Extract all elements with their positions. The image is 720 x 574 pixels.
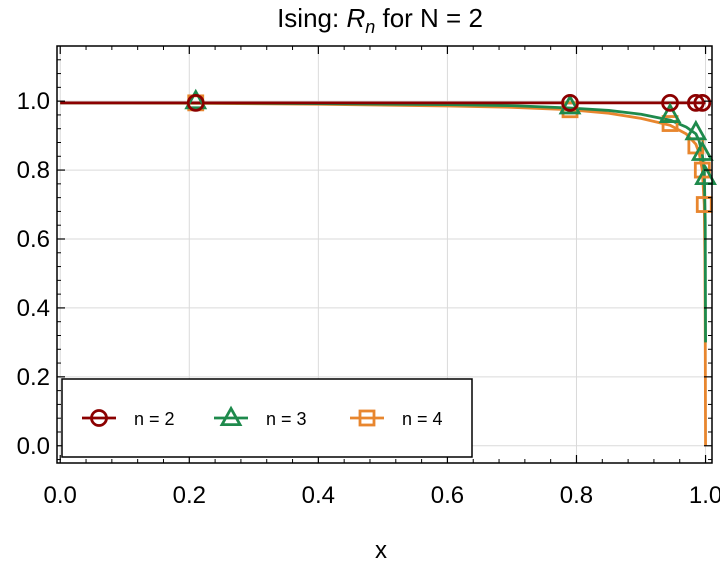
data-point-circle bbox=[561, 93, 579, 112]
data-point-triangle bbox=[684, 119, 708, 141]
data-point-triangle bbox=[658, 102, 682, 123]
y-tick-label: 0.8 bbox=[17, 157, 50, 184]
series-layer bbox=[60, 88, 717, 446]
legend-marker-square bbox=[358, 409, 376, 427]
chart-title-subscript: n bbox=[365, 17, 375, 37]
data-point-circle bbox=[186, 93, 205, 112]
x-tick-label: 0.4 bbox=[302, 482, 335, 509]
data-point-triangle bbox=[184, 88, 208, 110]
series-line-triangle bbox=[60, 101, 707, 343]
chart-title: Ising: Rn for N = 2 bbox=[277, 3, 483, 37]
y-tick-label: 0.6 bbox=[17, 226, 50, 253]
ticks: 0.0 0.2 0.4 0.6 0.8 1.0 0.0 0.2 0.4 0.6 0.8 1.0 bbox=[17, 46, 720, 509]
y-tick-label: 0.2 bbox=[17, 364, 50, 391]
chart-title-suffix: for N = 2 bbox=[375, 3, 483, 33]
data-point-circle bbox=[686, 93, 705, 112]
plot-frame bbox=[56, 45, 713, 464]
x-tick-label: 1.0 bbox=[689, 482, 720, 509]
legend-marker-circle bbox=[90, 409, 108, 427]
chart-title-prefix: Ising: bbox=[277, 3, 346, 33]
legend-box bbox=[61, 378, 473, 458]
legend-label: n = 3 bbox=[266, 409, 307, 429]
y-tick-label: 0.4 bbox=[17, 295, 50, 322]
y-tick-label: 1.0 bbox=[17, 88, 50, 115]
x-axis-label: x bbox=[375, 537, 387, 564]
legend: n = 2 n = 3 n = 4 bbox=[61, 378, 473, 458]
chart-title-symbol: R bbox=[346, 3, 365, 33]
data-point-circle bbox=[693, 93, 712, 112]
legend-label: n = 4 bbox=[402, 409, 443, 429]
legend-marker-triangle bbox=[219, 405, 243, 427]
x-tick-label: 0.0 bbox=[44, 482, 77, 509]
legend-label: n = 2 bbox=[134, 409, 175, 429]
data-point-triangle bbox=[558, 93, 582, 115]
y-tick-label: 0.0 bbox=[17, 433, 50, 460]
x-tick-label: 0.6 bbox=[431, 482, 464, 509]
data-point-circle bbox=[661, 93, 679, 112]
x-tick-label: 0.8 bbox=[560, 482, 593, 509]
data-point-square bbox=[661, 115, 679, 132]
data-point-triangle bbox=[694, 164, 717, 186]
x-tick-label: 0.2 bbox=[173, 482, 206, 509]
data-point-triangle bbox=[690, 140, 714, 161]
